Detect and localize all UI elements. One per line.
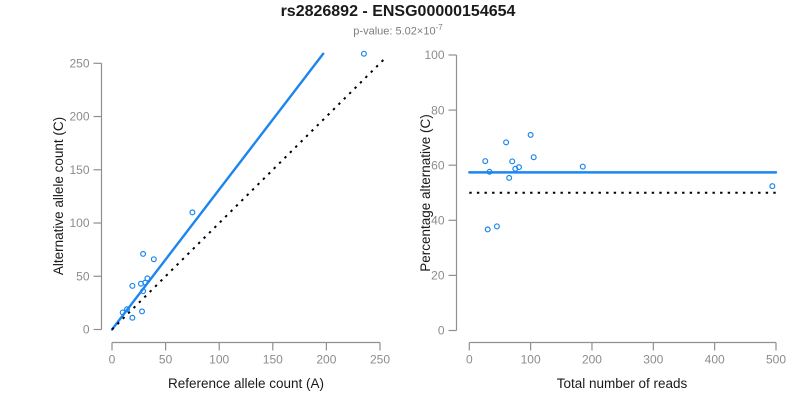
right-x-axis-title: Total number of reads: [557, 376, 688, 391]
data-point: [486, 168, 493, 175]
data-point: [189, 209, 196, 216]
fit-line: [110, 52, 325, 331]
data-point: [140, 250, 147, 257]
x-tick-label: 0: [466, 353, 473, 367]
right-plot-points: [482, 131, 776, 233]
data-point: [124, 306, 131, 313]
y-tick-label: 0: [438, 324, 445, 338]
figure-title: rs2826892 - ENSG00000154654: [280, 3, 516, 20]
data-point: [137, 280, 144, 287]
data-point: [579, 163, 586, 170]
y-tick-label: 50: [76, 269, 90, 283]
figure-subtitle-text: p-value: 5.02×10: [353, 25, 436, 38]
left-plot-points: [119, 50, 367, 321]
data-point: [129, 314, 136, 321]
y-tick-label: 100: [69, 216, 89, 230]
data-point: [129, 282, 136, 289]
x-tick-label: 300: [643, 353, 663, 367]
data-point: [512, 165, 519, 172]
y-tick-label: 80: [431, 103, 445, 117]
right-plot-axes: 0 20 40 60 80 100 0 100 200 300 400 500: [424, 48, 786, 366]
data-point: [769, 183, 776, 190]
data-point: [360, 50, 367, 57]
x-tick-label: 50: [159, 353, 173, 367]
x-tick-label: 0: [109, 353, 116, 367]
right-plot-lines: [468, 171, 778, 194]
y-tick-label: 100: [424, 48, 444, 62]
data-point: [527, 131, 534, 138]
y-tick-label: 200: [69, 110, 89, 124]
right-plot: 0 20 40 60 80 100 0 100 200 300 400 500 Total numbe…: [418, 48, 786, 391]
data-point: [530, 154, 537, 161]
x-tick-label: 150: [263, 353, 283, 367]
y-tick-label: 250: [69, 57, 89, 71]
y-tick-label: 20: [431, 269, 445, 283]
left-plot-lines: [110, 52, 387, 331]
y-tick-label: 150: [69, 163, 89, 177]
data-point: [493, 223, 500, 230]
y-tick-label: 40: [431, 214, 445, 228]
left-y-axis-title: Alternative allele count (C): [51, 117, 66, 275]
x-tick-label: 400: [705, 353, 725, 367]
y-tick-label: 60: [431, 158, 445, 172]
x-tick-label: 100: [209, 353, 229, 367]
figure-subtitle-exponent: -7: [435, 23, 443, 32]
figure-subtitle: p-value: 5.02×10-7: [0, 23, 796, 38]
data-point: [140, 288, 147, 295]
left-plot: 0 50 100 150 200 250 0 50 100 150 200 250 Reference…: [51, 50, 390, 391]
x-tick-label: 200: [316, 353, 336, 367]
y-tick-label: 0: [83, 323, 90, 337]
data-point: [119, 309, 126, 316]
left-plot-axes: 0 50 100 150 200 250 0 50 100 150 200 250: [69, 57, 390, 367]
x-tick-label: 100: [521, 353, 541, 367]
right-y-axis-title: Percentage alternative (C): [418, 114, 433, 272]
left-x-axis-title: Reference allele count (A): [168, 376, 324, 391]
data-point: [150, 256, 157, 263]
x-tick-label: 500: [766, 353, 786, 367]
data-point: [506, 174, 513, 181]
data-point: [503, 139, 510, 146]
x-tick-label: 250: [370, 353, 390, 367]
data-point: [484, 226, 491, 233]
data-point: [509, 158, 516, 165]
data-point: [139, 308, 146, 315]
data-point: [482, 158, 489, 165]
identity-line: [111, 57, 387, 331]
x-tick-label: 200: [582, 353, 602, 367]
